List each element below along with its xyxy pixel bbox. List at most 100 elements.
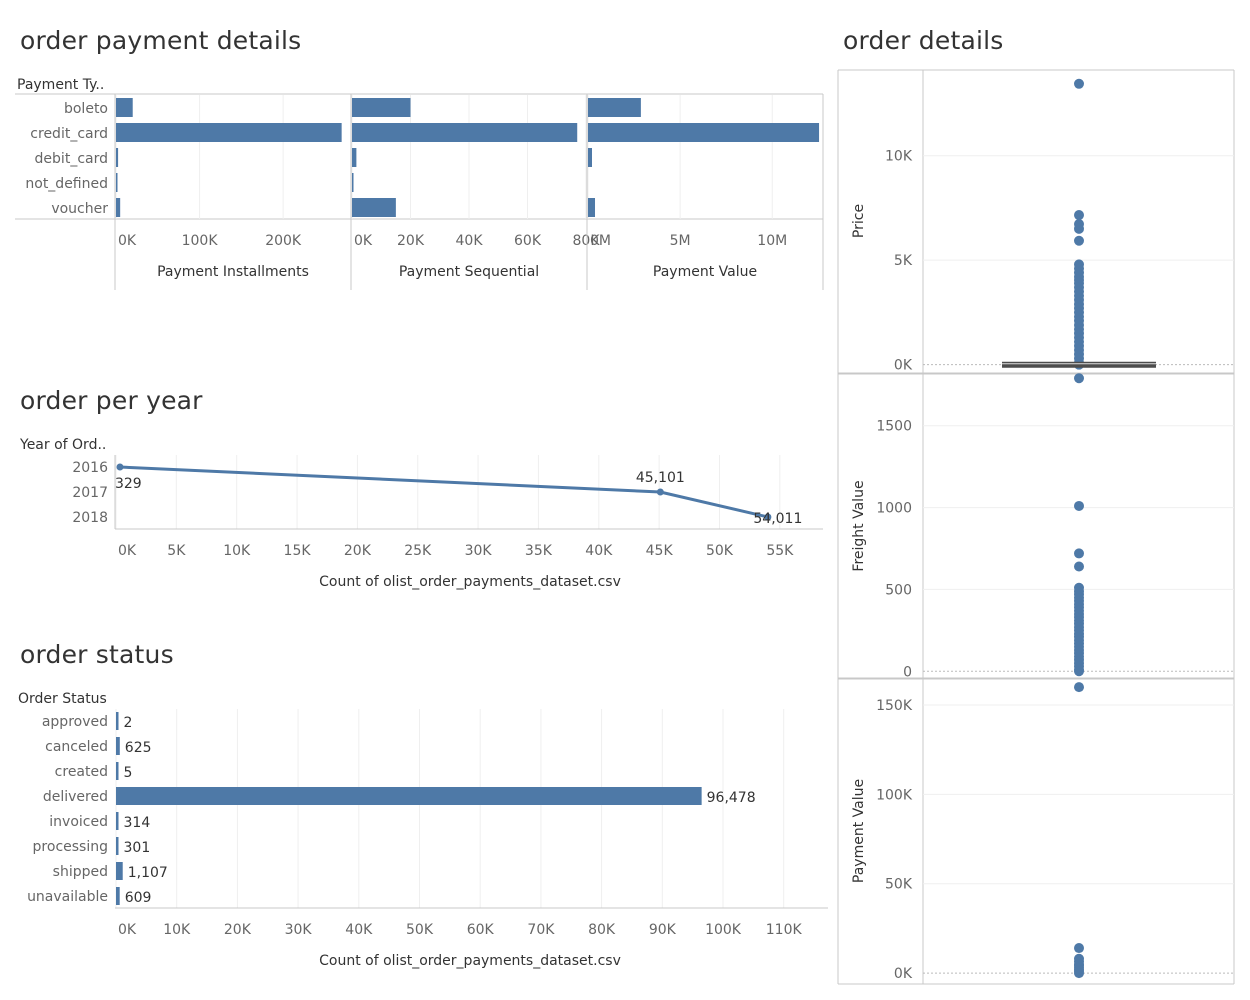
year-data-label: 54,011 [753, 511, 802, 527]
status-data-label: 1,107 [128, 865, 168, 881]
year-category-label: 2018 [72, 510, 108, 526]
details-point [1074, 666, 1084, 677]
details-point [1074, 210, 1084, 221]
payment-category-label: credit_card [30, 126, 108, 142]
status-x-axis-label: Count of olist_order_payments_dataset.cs… [319, 953, 621, 969]
payment-tick-label: 80K [573, 233, 601, 249]
payment-tick-label: 0K [354, 233, 373, 249]
payment-category-label: boleto [64, 101, 108, 117]
status-category-label: processing [33, 839, 108, 855]
status-tick-label: 80K [588, 922, 616, 938]
year-tick-label: 55K [766, 543, 794, 559]
status-bar [116, 812, 119, 830]
details-point [1074, 235, 1084, 246]
details-point [1074, 373, 1084, 384]
status-category-label: created [55, 764, 108, 780]
details-tick-label: 50K [885, 877, 913, 893]
year-category-label: 2017 [72, 485, 108, 501]
payment-panel-axis-label: Payment Value [653, 264, 757, 280]
year-tick-label: 35K [525, 543, 553, 559]
status-category-label: shipped [53, 864, 108, 880]
payment-bar [588, 98, 641, 117]
status-row-header: Order Status [18, 691, 107, 707]
details-tick-label: 0K [894, 358, 913, 374]
year-tick-label: 30K [465, 543, 493, 559]
payment-tick-label: 5M [670, 233, 691, 249]
details-point [1074, 943, 1084, 954]
payment-bar [352, 173, 354, 192]
status-tick-label: 70K [527, 922, 555, 938]
payment-bar [116, 173, 118, 192]
status-chart-title: order status [20, 640, 174, 669]
payment-bar [588, 148, 592, 167]
payment-panel-axis-label: Payment Sequential [399, 264, 539, 280]
details-point [1074, 561, 1084, 572]
details-tick-label: 1000 [876, 501, 912, 517]
payment-bar [352, 123, 578, 142]
status-tick-label: 100K [705, 922, 742, 938]
year-x-axis-label: Count of olist_order_payments_dataset.cs… [319, 574, 621, 590]
details-tick-label: 150K [876, 698, 913, 714]
payment-tick-label: 60K [514, 233, 542, 249]
details-point [1074, 548, 1084, 559]
status-bar [116, 762, 119, 780]
details-point [1074, 968, 1084, 979]
status-data-label: 609 [125, 890, 152, 906]
payment-bar [588, 198, 596, 217]
details-tick-label: 100K [876, 787, 913, 803]
status-tick-label: 90K [649, 922, 677, 938]
status-tick-label: 20K [224, 922, 252, 938]
status-bar [116, 887, 120, 905]
status-category-label: invoiced [49, 814, 108, 830]
year-tick-label: 20K [344, 543, 372, 559]
payment-tick-label: 200K [265, 233, 302, 249]
year-tick-label: 0K [118, 543, 137, 559]
status-data-label: 2 [124, 715, 133, 731]
payment-category-label: debit_card [35, 151, 108, 167]
year-point [656, 488, 664, 496]
status-category-label: approved [42, 714, 108, 730]
details-chart-title: order details [843, 26, 1004, 55]
year-tick-label: 25K [404, 543, 432, 559]
status-data-label: 314 [124, 815, 151, 831]
payment-bar [352, 98, 411, 117]
status-tick-label: 110K [766, 922, 803, 938]
payment-row-header: Payment Ty.. [17, 77, 104, 93]
year-tick-label: 50K [706, 543, 734, 559]
details-box [1002, 361, 1156, 368]
details-point [1074, 223, 1084, 234]
payment-tick-label: 10M [757, 233, 787, 249]
year-data-label: 329 [115, 476, 142, 492]
year-point [116, 463, 124, 471]
status-bar [116, 787, 702, 805]
year-tick-label: 5K [167, 543, 186, 559]
status-tick-label: 0K [118, 922, 137, 938]
status-tick-label: 10K [163, 922, 191, 938]
details-point [1074, 682, 1084, 693]
payment-bar [116, 148, 119, 167]
payment-bar [588, 123, 820, 142]
status-bar [116, 737, 120, 755]
status-tick-label: 60K [467, 922, 495, 938]
details-tick-label: 0 [903, 664, 912, 680]
year-tick-label: 45K [646, 543, 674, 559]
year-chart-title: order per year [20, 386, 203, 415]
status-category-label: delivered [43, 789, 108, 805]
status-category-label: unavailable [27, 889, 108, 905]
status-bar [116, 837, 119, 855]
payment-chart-title: order payment details [20, 26, 302, 55]
status-tick-label: 30K [285, 922, 313, 938]
payment-category-label: not_defined [25, 176, 108, 192]
details-axis-label: Payment Value [851, 779, 867, 883]
status-bar [116, 712, 119, 730]
payment-tick-label: 40K [456, 233, 484, 249]
status-data-label: 5 [124, 765, 133, 781]
status-data-label: 301 [124, 840, 151, 856]
payment-category-label: voucher [51, 201, 108, 217]
status-data-label: 625 [125, 740, 152, 756]
payment-panel-axis-label: Payment Installments [157, 264, 309, 280]
status-bar [116, 862, 123, 880]
payment-tick-label: 0M [590, 233, 611, 249]
year-data-label: 45,101 [636, 470, 685, 486]
